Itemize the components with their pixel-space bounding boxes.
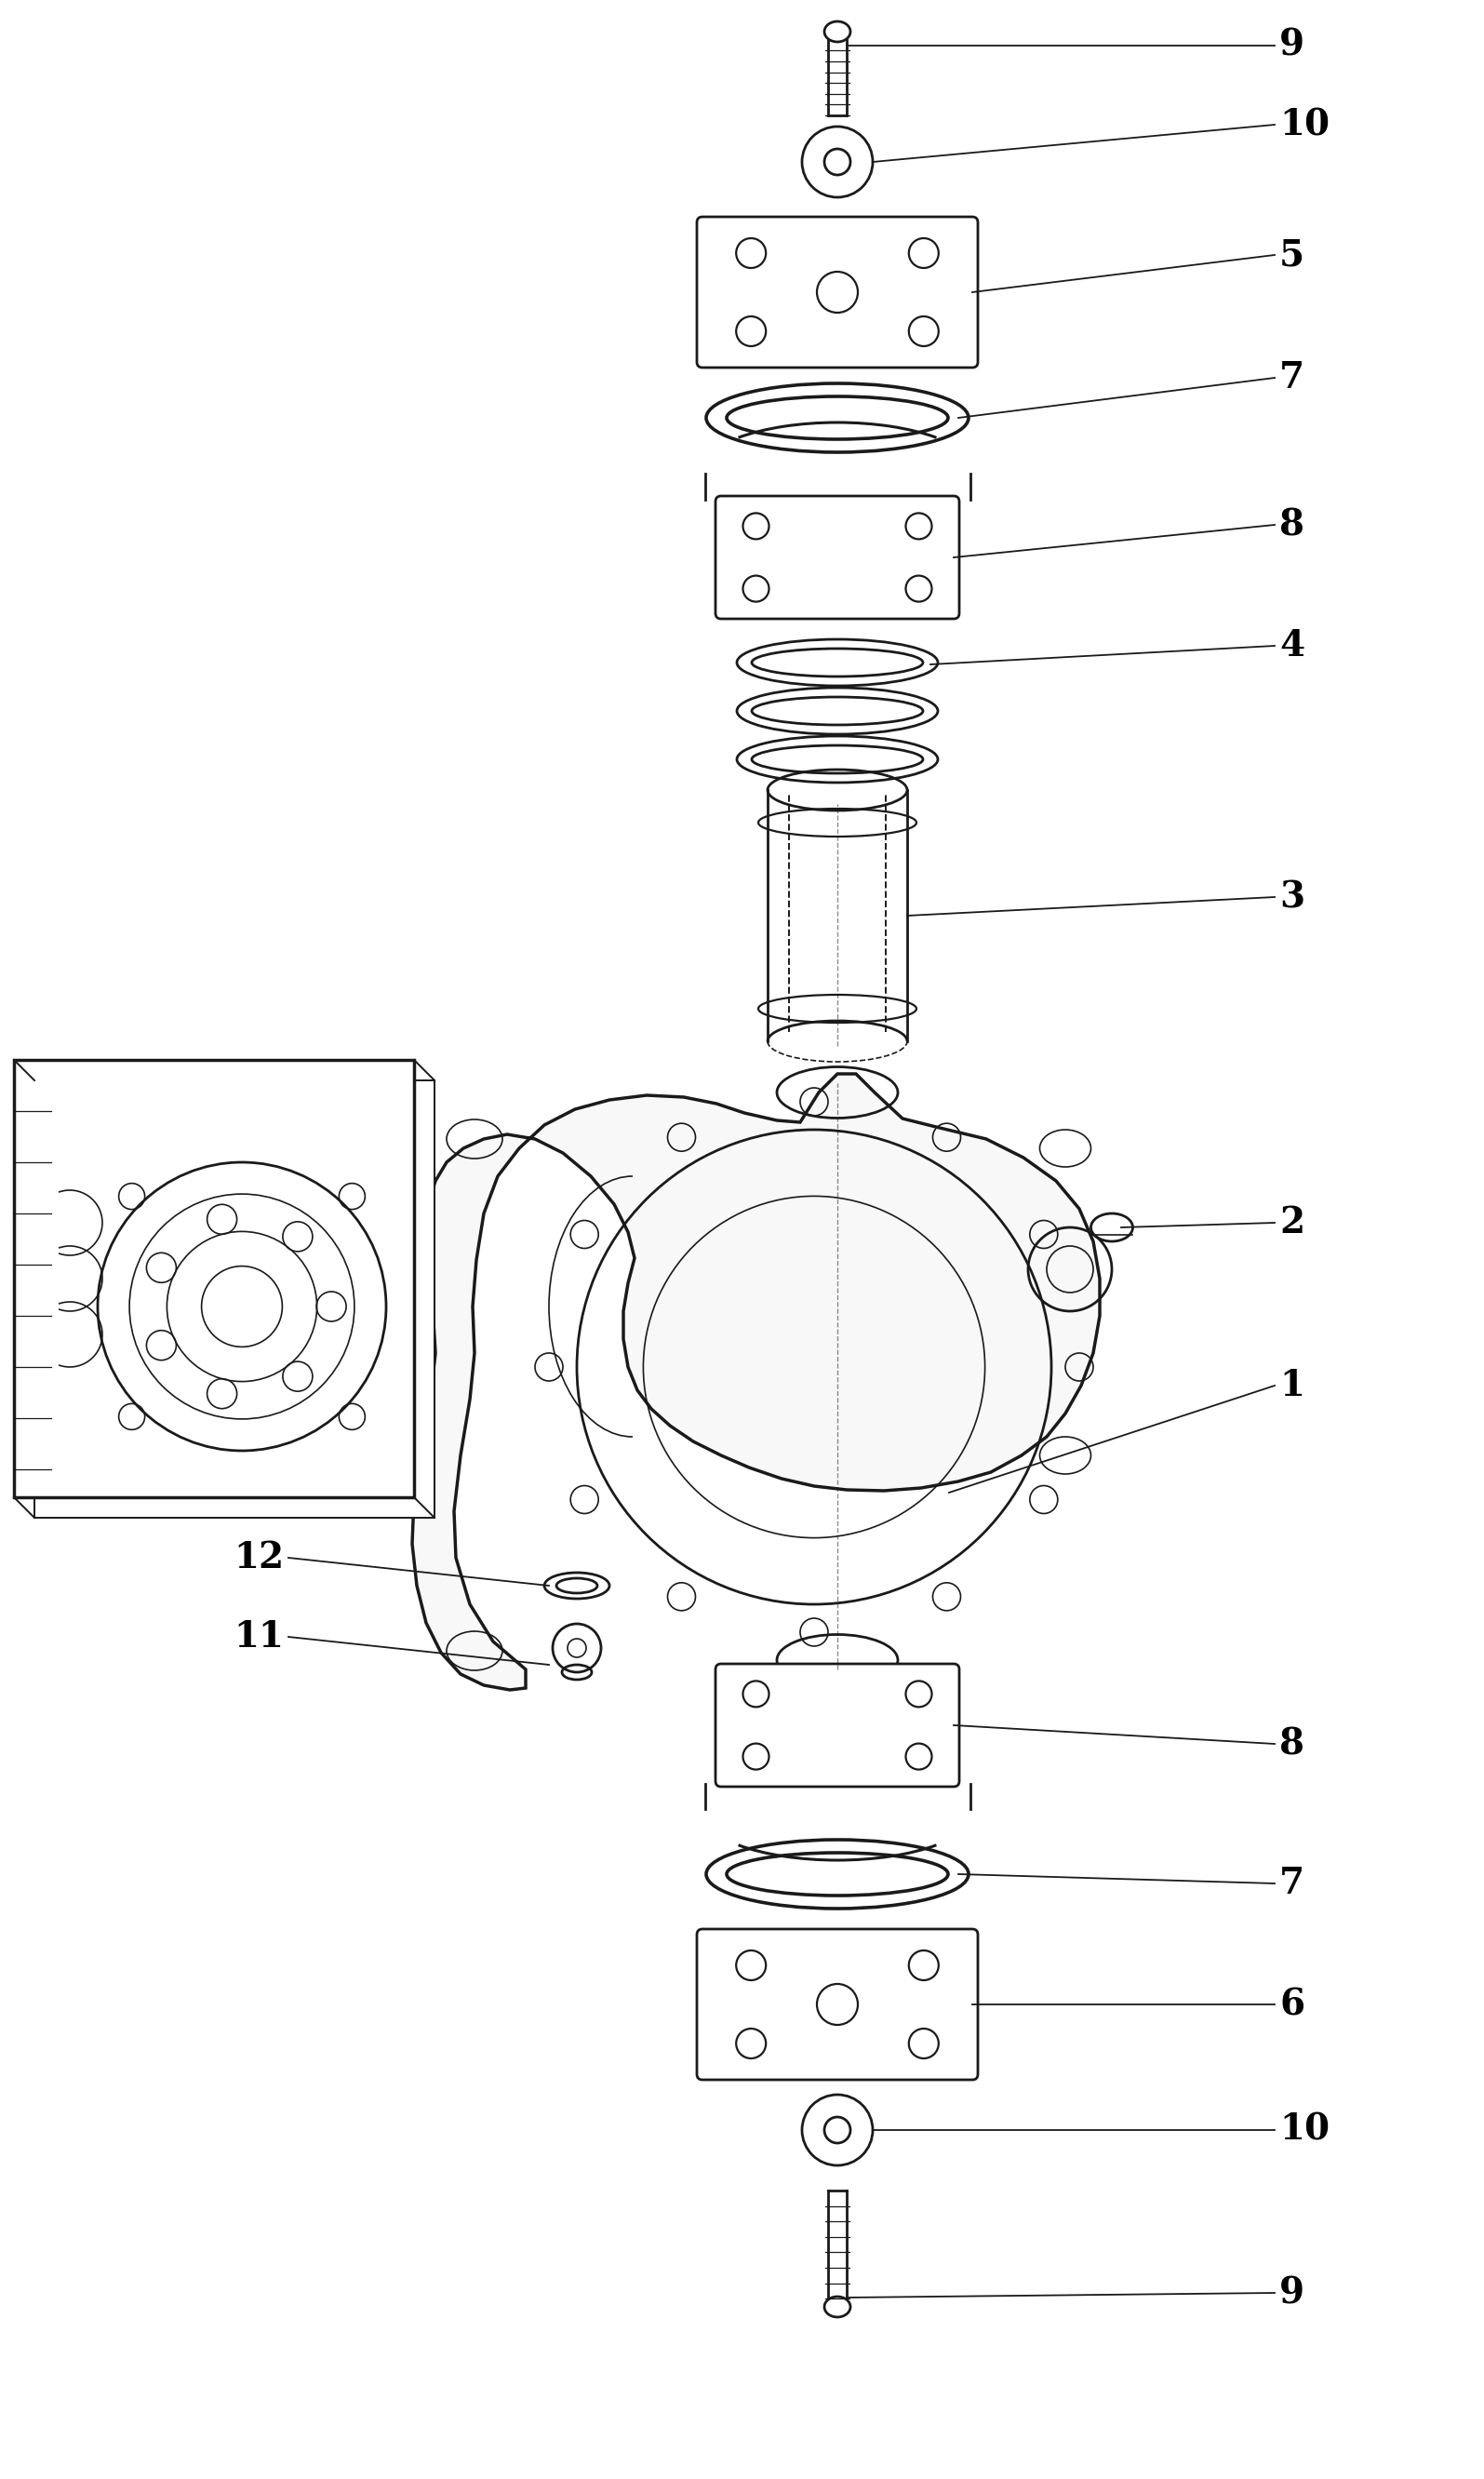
Text: 9: 9 — [1279, 27, 1304, 64]
Text: 11: 11 — [233, 1619, 283, 1653]
Text: 7: 7 — [1279, 359, 1304, 397]
FancyBboxPatch shape — [34, 1081, 435, 1517]
FancyBboxPatch shape — [697, 216, 978, 367]
Text: 2: 2 — [1279, 1205, 1304, 1240]
FancyBboxPatch shape — [715, 1663, 959, 1787]
Text: 10: 10 — [1279, 2112, 1330, 2147]
Text: 6: 6 — [1279, 1986, 1304, 2023]
FancyBboxPatch shape — [697, 1929, 978, 2080]
Text: 1: 1 — [1279, 1368, 1304, 1403]
Text: 10: 10 — [1279, 107, 1330, 141]
Text: 5: 5 — [1279, 238, 1304, 273]
Text: 9: 9 — [1279, 2276, 1304, 2310]
Text: 8: 8 — [1279, 508, 1304, 543]
Text: 12: 12 — [233, 1539, 283, 1577]
FancyBboxPatch shape — [13, 1061, 414, 1497]
FancyBboxPatch shape — [715, 496, 959, 620]
Text: 7: 7 — [1279, 1867, 1304, 1901]
Text: 8: 8 — [1279, 1725, 1304, 1763]
Text: 4: 4 — [1279, 627, 1304, 664]
Polygon shape — [413, 1073, 1100, 1691]
Text: 3: 3 — [1279, 880, 1304, 915]
